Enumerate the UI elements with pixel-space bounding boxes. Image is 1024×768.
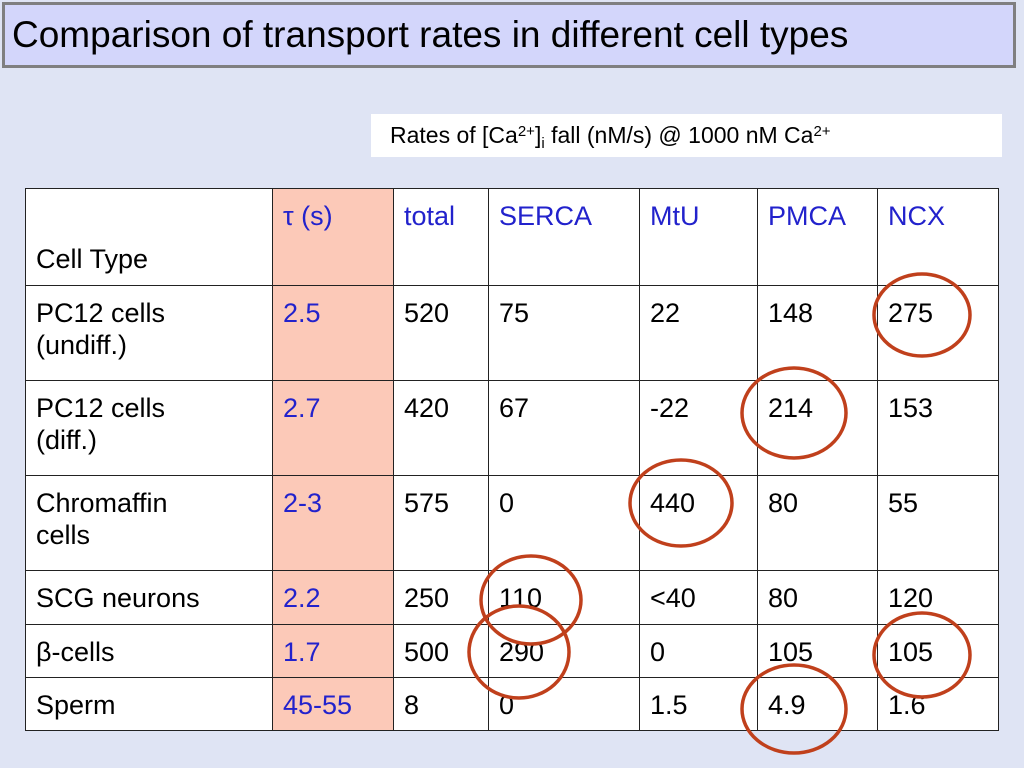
- cell-pmca: 4.9: [757, 677, 878, 731]
- cell-type: PC12 cells (undiff.): [25, 285, 273, 381]
- cell-ncx: 105: [877, 624, 999, 678]
- cell-tau: 2-3: [272, 475, 394, 571]
- cell-serca: 75: [488, 285, 640, 381]
- cell-type-line: PC12 cells: [36, 298, 166, 328]
- cell-type-line: β-cells: [36, 637, 115, 667]
- header-mtu: MtU: [639, 188, 758, 286]
- cell-total: 420: [393, 380, 489, 476]
- caption-bracket: ]: [534, 122, 542, 148]
- table-caption: Rates of [Ca2+]i fall (nM/s) @ 1000 nM C…: [371, 114, 1002, 157]
- cell-serca: 290: [488, 624, 640, 678]
- cell-serca: 110: [488, 570, 640, 625]
- table-row: PC12 cells (undiff.) 2.5 520 75 22 148 27…: [25, 285, 999, 381]
- cell-total: 575: [393, 475, 489, 571]
- table-row: SCG neurons 2.2 250 110 <40 80 120: [25, 570, 999, 625]
- cell-tau: 2.7: [272, 380, 394, 476]
- cell-mtu: -22: [639, 380, 758, 476]
- cell-ncx: 275: [877, 285, 999, 381]
- cell-type: β-cells: [25, 624, 273, 678]
- cell-tau: 2.5: [272, 285, 394, 381]
- cell-ncx: 55: [877, 475, 999, 571]
- cell-type-line: Chromaffin: [36, 488, 168, 518]
- header-ncx: NCX: [877, 188, 999, 286]
- caption-sup-charge: 2+: [517, 123, 535, 140]
- header-total: total: [393, 188, 489, 286]
- cell-mtu: 440: [639, 475, 758, 571]
- caption-sup-charge-2: 2+: [813, 123, 831, 140]
- cell-tau: 1.7: [272, 624, 394, 678]
- table-row: PC12 cells (diff.) 2.7 420 67 -22 214 153: [25, 380, 999, 476]
- cell-serca: 0: [488, 677, 640, 731]
- caption-prefix: Rates of [Ca: [390, 122, 518, 148]
- cell-ncx: 120: [877, 570, 999, 625]
- header-pmca: PMCA: [757, 188, 878, 286]
- cell-total: 520: [393, 285, 489, 381]
- cell-mtu: 1.5: [639, 677, 758, 731]
- cell-total: 250: [393, 570, 489, 625]
- cell-serca: 0: [488, 475, 640, 571]
- cell-tau: 2.2: [272, 570, 394, 625]
- cell-serca: 67: [488, 380, 640, 476]
- caption-sub-i: i: [541, 135, 545, 152]
- cell-ncx: 153: [877, 380, 999, 476]
- cell-type: SCG neurons: [25, 570, 273, 625]
- cell-type: PC12 cells (diff.): [25, 380, 273, 476]
- table-row: Chromaffin cells 2-3 575 0 440 80 55: [25, 475, 999, 571]
- table-row: Sperm 45-55 8 0 1.5 4.9 1.6: [25, 677, 999, 731]
- cell-ncx: 1.6: [877, 677, 999, 731]
- cell-type: Chromaffin cells: [25, 475, 273, 571]
- cell-type-line: cells: [36, 520, 91, 550]
- cell-type-line: (diff.): [36, 425, 98, 455]
- cell-pmca: 80: [757, 475, 878, 571]
- cell-total: 8: [393, 677, 489, 731]
- slide-title: Comparison of transport rates in differe…: [2, 2, 1016, 68]
- cell-tau: 45-55: [272, 677, 394, 731]
- cell-type-line: PC12 cells: [36, 393, 166, 423]
- cell-pmca: 148: [757, 285, 878, 381]
- cell-type-line: (undiff.): [36, 330, 128, 360]
- cell-mtu: <40: [639, 570, 758, 625]
- cell-type-line: Sperm: [36, 690, 116, 720]
- cell-pmca: 214: [757, 380, 878, 476]
- table-row: β-cells 1.7 500 290 0 105 105: [25, 624, 999, 678]
- cell-type: Sperm: [25, 677, 273, 731]
- header-cell-type: Cell Type: [25, 188, 273, 286]
- header-tau: τ (s): [272, 188, 394, 286]
- cell-pmca: 105: [757, 624, 878, 678]
- cell-total: 500: [393, 624, 489, 678]
- header-row: Cell Type τ (s) total SERCA MtU PMCA NCX: [25, 188, 999, 286]
- caption-middle: fall (nM/s) @ 1000 nM Ca: [544, 122, 814, 148]
- transport-rates-table: Cell Type τ (s) total SERCA MtU PMCA NCX…: [25, 188, 999, 731]
- cell-mtu: 22: [639, 285, 758, 381]
- cell-type-line: SCG neurons: [36, 583, 200, 613]
- cell-mtu: 0: [639, 624, 758, 678]
- cell-pmca: 80: [757, 570, 878, 625]
- header-serca: SERCA: [488, 188, 640, 286]
